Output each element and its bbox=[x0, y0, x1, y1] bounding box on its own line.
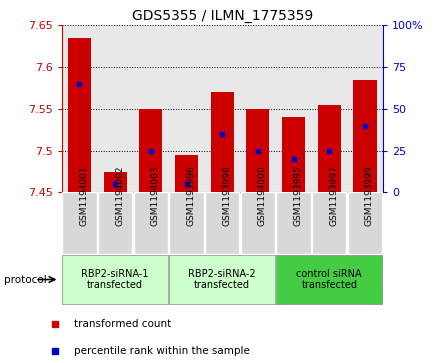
Bar bbox=[246, 109, 269, 192]
Text: RBP2-siRNA-2
transfected: RBP2-siRNA-2 transfected bbox=[188, 269, 256, 290]
Text: protocol: protocol bbox=[4, 274, 47, 285]
Text: percentile rank within the sample: percentile rank within the sample bbox=[74, 346, 250, 356]
Text: GSM1193999: GSM1193999 bbox=[365, 165, 374, 226]
Bar bbox=[68, 38, 91, 192]
Text: control siRNA
transfected: control siRNA transfected bbox=[297, 269, 362, 290]
Bar bbox=[139, 109, 162, 192]
FancyBboxPatch shape bbox=[241, 192, 275, 254]
Text: GSM1194001: GSM1194001 bbox=[80, 165, 88, 226]
Bar bbox=[353, 79, 377, 192]
Text: GSM1194000: GSM1194000 bbox=[258, 165, 267, 226]
Text: transformed count: transformed count bbox=[74, 319, 171, 329]
FancyBboxPatch shape bbox=[62, 255, 168, 304]
Title: GDS5355 / ILMN_1775359: GDS5355 / ILMN_1775359 bbox=[132, 9, 313, 23]
Bar bbox=[282, 117, 305, 192]
Bar bbox=[211, 92, 234, 192]
FancyBboxPatch shape bbox=[312, 192, 346, 254]
FancyBboxPatch shape bbox=[134, 192, 168, 254]
Text: GSM1193998: GSM1193998 bbox=[222, 165, 231, 226]
FancyBboxPatch shape bbox=[169, 255, 275, 304]
FancyBboxPatch shape bbox=[98, 192, 132, 254]
Text: GSM1193997: GSM1193997 bbox=[329, 165, 338, 226]
Bar bbox=[175, 155, 198, 192]
Bar bbox=[318, 105, 341, 192]
FancyBboxPatch shape bbox=[348, 192, 382, 254]
Bar bbox=[103, 171, 127, 192]
FancyBboxPatch shape bbox=[205, 192, 239, 254]
FancyBboxPatch shape bbox=[62, 192, 96, 254]
FancyBboxPatch shape bbox=[169, 192, 204, 254]
FancyBboxPatch shape bbox=[276, 192, 311, 254]
Text: GSM1194002: GSM1194002 bbox=[115, 165, 124, 226]
Text: RBP2-siRNA-1
transfected: RBP2-siRNA-1 transfected bbox=[81, 269, 149, 290]
FancyBboxPatch shape bbox=[276, 255, 382, 304]
Text: GSM1193996: GSM1193996 bbox=[187, 165, 195, 226]
Text: GSM1193995: GSM1193995 bbox=[293, 165, 303, 226]
Text: GSM1194003: GSM1194003 bbox=[151, 165, 160, 226]
